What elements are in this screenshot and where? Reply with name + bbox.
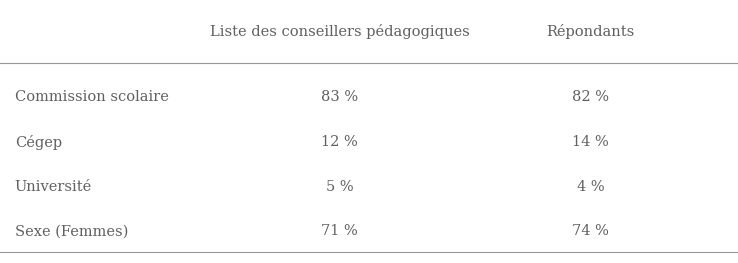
Text: 5 %: 5 % bbox=[325, 180, 354, 194]
Text: Sexe (Femmes): Sexe (Femmes) bbox=[15, 224, 128, 239]
Text: 71 %: 71 % bbox=[321, 224, 358, 239]
Text: Cégep: Cégep bbox=[15, 134, 62, 150]
Text: 4 %: 4 % bbox=[576, 180, 604, 194]
Text: 82 %: 82 % bbox=[572, 90, 609, 104]
Text: Commission scolaire: Commission scolaire bbox=[15, 90, 169, 104]
Text: Répondants: Répondants bbox=[546, 24, 635, 39]
Text: 74 %: 74 % bbox=[572, 224, 609, 239]
Text: Liste des conseillers pédagogiques: Liste des conseillers pédagogiques bbox=[210, 24, 469, 39]
Text: 83 %: 83 % bbox=[321, 90, 358, 104]
Text: 12 %: 12 % bbox=[321, 135, 358, 149]
Text: Université: Université bbox=[15, 180, 92, 194]
Text: 14 %: 14 % bbox=[572, 135, 609, 149]
